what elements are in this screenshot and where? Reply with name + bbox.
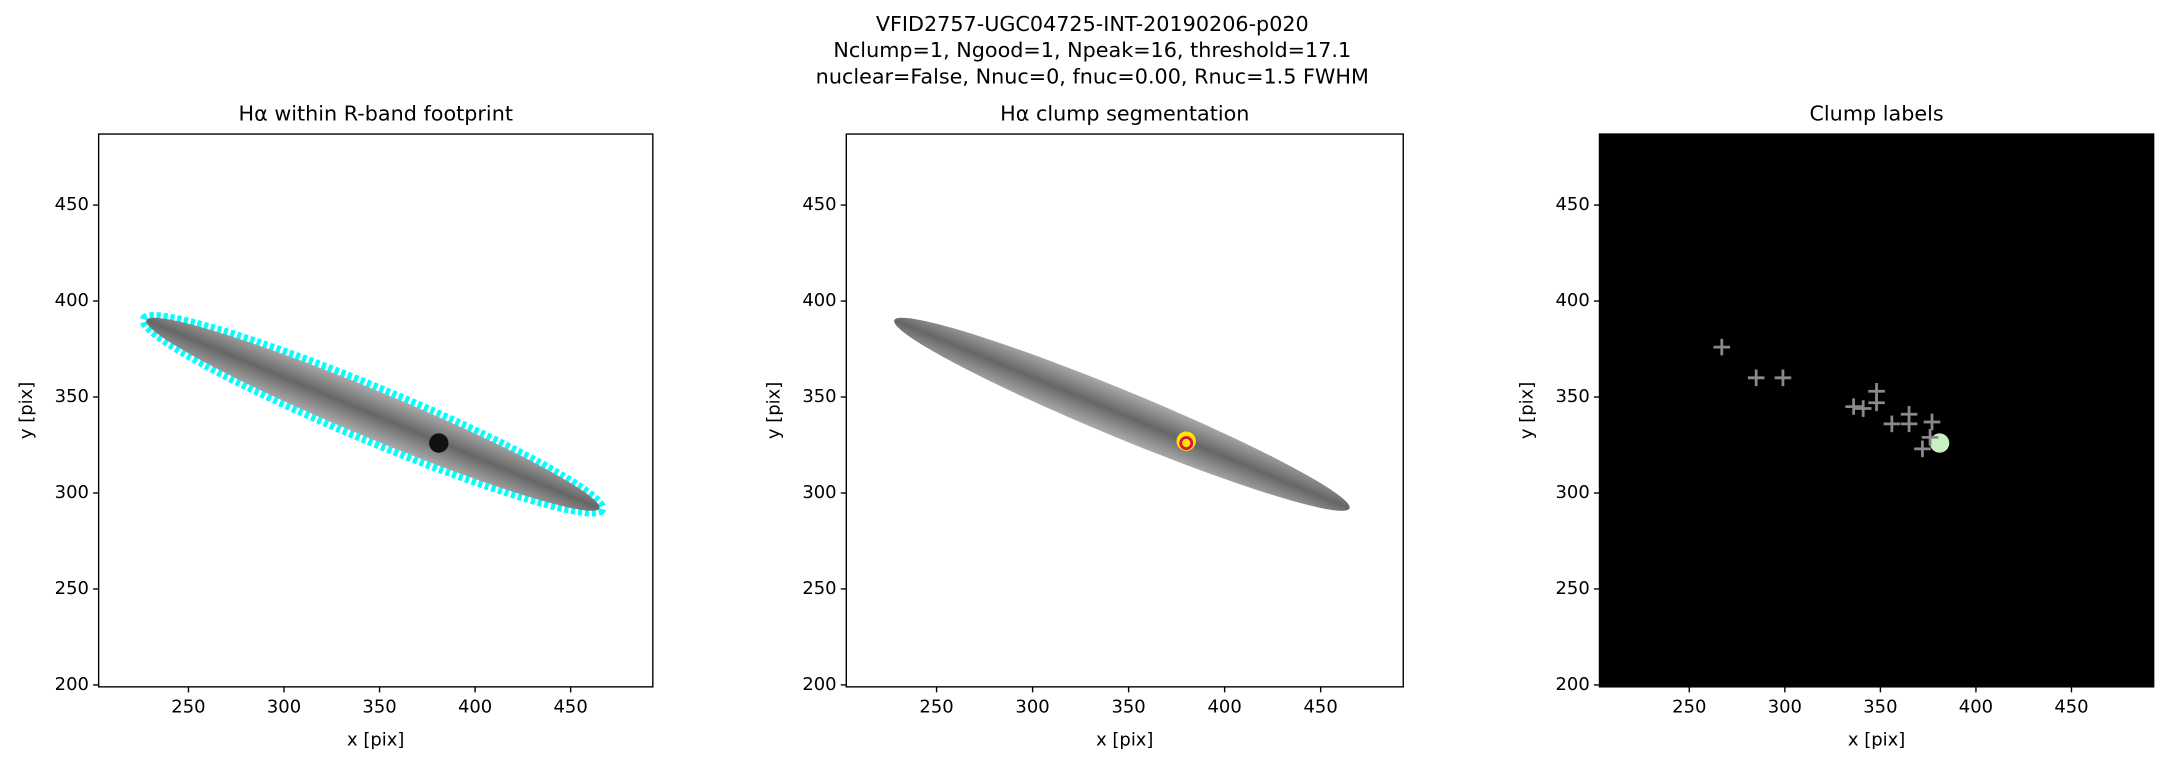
x-tick-label: 250: [171, 697, 205, 718]
axes-title: Hα clump segmentation: [1000, 102, 1249, 126]
axes-title: Hα within R-band footprint: [239, 102, 513, 126]
y-tick-label: 200: [55, 674, 89, 695]
y-tick-label: 300: [1556, 482, 1590, 503]
peak-marker: [1747, 369, 1765, 387]
axes-frame: [1598, 133, 2155, 688]
y-tick-label: 300: [55, 482, 89, 503]
peak-marker: [1883, 415, 1901, 433]
galaxy-image: [894, 317, 1350, 511]
x-tick-label: 450: [2054, 697, 2088, 718]
peak-marker: [1921, 429, 1939, 446]
figure-title: nuclear=False, Nnuc=0, fnuc=0.00, Rnuc=1…: [816, 64, 1369, 88]
x-tick-label: 250: [1672, 697, 1706, 718]
peak-marker: [1923, 413, 1941, 431]
galaxy-image: [146, 317, 600, 511]
peak-marker: [1914, 440, 1931, 458]
y-tick-label: 350: [1556, 386, 1590, 407]
y-tick-label: 350: [55, 386, 89, 407]
x-tick-label: 250: [919, 697, 953, 718]
x-tick-label: 350: [1863, 697, 1897, 718]
y-tick-label: 400: [802, 290, 836, 311]
peak-marker: [1845, 398, 1862, 415]
x-tick-label: 300: [1015, 697, 1049, 718]
peak-marker: [1854, 400, 1872, 417]
footprint-outline: [139, 311, 607, 517]
y-tick-label: 250: [1556, 578, 1590, 599]
y-tick-label: 250: [55, 578, 89, 599]
axes-frame: [845, 133, 1404, 688]
x-tick-label: 400: [1959, 697, 1993, 718]
figure-title: VFID2757-UGC04725-INT-20190206-p020: [876, 12, 1309, 36]
x-axis-label: x [pix]: [1848, 730, 1905, 751]
x-tick-label: 350: [1111, 697, 1145, 718]
y-tick-label: 400: [1556, 290, 1590, 311]
y-tick-label: 400: [55, 290, 89, 311]
y-tick-label: 250: [802, 578, 836, 599]
y-tick-label: 450: [802, 194, 836, 215]
figure-title: Nclump=1, Ngood=1, Npeak=16, threshold=1…: [833, 38, 1351, 62]
clump-center: [1179, 436, 1194, 450]
x-tick-label: 450: [554, 697, 588, 718]
axes-frame: [97, 133, 654, 688]
x-tick-label: 400: [1207, 697, 1241, 718]
y-tick-label: 300: [802, 482, 836, 503]
x-axis-label: x [pix]: [347, 730, 404, 751]
peak-marker: [1900, 415, 1918, 433]
peak-marker: [1868, 394, 1885, 412]
y-tick-label: 350: [802, 386, 836, 407]
x-tick-label: 350: [362, 697, 396, 718]
x-axis-label: x [pix]: [1096, 730, 1153, 751]
peak-marker: [1713, 338, 1731, 356]
clump: [429, 433, 449, 453]
x-tick-label: 450: [1304, 697, 1338, 718]
y-axis-label: y [pix]: [1517, 382, 1538, 439]
y-axis-label: y [pix]: [763, 382, 784, 439]
y-tick-label: 200: [802, 674, 836, 695]
x-tick-label: 300: [1768, 697, 1802, 718]
y-tick-label: 450: [1556, 194, 1590, 215]
y-tick-label: 200: [1556, 674, 1590, 695]
y-tick-label: 450: [55, 194, 89, 215]
peak-marker: [1774, 369, 1792, 387]
x-tick-label: 400: [458, 697, 492, 718]
axes-title: Clump labels: [1809, 102, 1943, 126]
x-tick-label: 300: [267, 697, 301, 718]
y-axis-label: y [pix]: [16, 382, 37, 439]
